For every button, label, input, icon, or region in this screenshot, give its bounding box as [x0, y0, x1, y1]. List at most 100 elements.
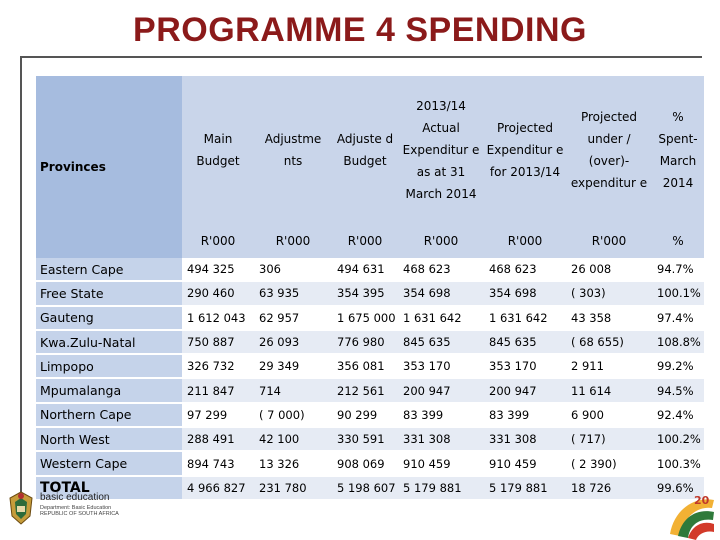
table-cell: 1 675 000	[332, 305, 398, 331]
table-row: Free State 290 460 63 935 354 395 354 698 354…	[36, 281, 704, 307]
table-cell: 714	[254, 378, 332, 404]
header-row: Provinces Main Budget Adjustme nts Adjus…	[36, 76, 704, 258]
table-cell: 1 631 642	[398, 305, 484, 331]
left-rule	[20, 56, 22, 516]
unit-cell: R'000	[254, 224, 332, 258]
table-cell: 83 399	[484, 402, 566, 429]
province-name: Northern Cape	[36, 402, 182, 429]
table-cell: 331 308	[398, 427, 484, 453]
anniversary-badge-icon: 20	[670, 494, 714, 540]
table-cell: 910 459	[398, 451, 484, 477]
table-row: Mpumalanga 211 847 714 212 561 200 947 200 94…	[36, 378, 704, 404]
coat-of-arms-icon	[9, 491, 33, 525]
table-cell: 90 299	[332, 402, 398, 429]
table-cell: 100.3%	[652, 451, 704, 477]
table-cell: ( 2 390)	[566, 451, 652, 477]
table-row: North West 288 491 42 100 330 591 331 308 331…	[36, 427, 704, 453]
table-cell: 26 093	[254, 329, 332, 356]
table-cell: 200 947	[484, 378, 566, 404]
table-cell: 845 635	[398, 329, 484, 356]
table-cell: 326 732	[182, 354, 254, 380]
table-cell: 354 698	[398, 281, 484, 307]
table-cell: 356 081	[332, 354, 398, 380]
unit-cell: R'000	[332, 224, 398, 258]
table-cell: ( 7 000)	[254, 402, 332, 429]
table-cell: 11 614	[566, 378, 652, 404]
table-cell: 43 358	[566, 305, 652, 331]
department-logo: basic education Department: Basic Educat…	[2, 490, 122, 536]
unit-cell: R'000	[566, 224, 652, 258]
table-row: Kwa.Zulu-Natal 750 887 26 093 776 980 845 63…	[36, 329, 704, 356]
province-name: Mpumalanga	[36, 378, 182, 404]
table-cell: 108.8%	[652, 329, 704, 356]
table-cell: 1 612 043	[182, 305, 254, 331]
table-cell: 231 780	[254, 475, 332, 501]
table-cell: 306	[254, 258, 332, 283]
logo-subtitle: Department: Basic Education REPUBLIC OF …	[40, 505, 119, 517]
table-cell: 331 308	[484, 427, 566, 453]
unit-cell: R'000	[484, 224, 566, 258]
table-cell: 97 299	[182, 402, 254, 429]
table-cell: 13 326	[254, 451, 332, 477]
page-title: PROGRAMME 4 SPENDING	[133, 11, 587, 49]
table-cell: 908 069	[332, 451, 398, 477]
table-cell: 5 179 881	[484, 475, 566, 501]
provinces-header: Provinces	[36, 76, 182, 258]
table-cell: 468 623	[484, 258, 566, 283]
table-cell: 92.4%	[652, 402, 704, 429]
table-cell: 910 459	[484, 451, 566, 477]
table-cell: 4 966 827	[182, 475, 254, 501]
table-cell: 330 591	[332, 427, 398, 453]
total-row: TOTAL 4 966 827 231 780 5 198 607 5 179 881 5…	[36, 475, 704, 501]
province-name: Eastern Cape	[36, 258, 182, 283]
table-cell: 1 631 642	[484, 305, 566, 331]
table-row: Gauteng 1 612 043 62 957 1 675 000 1 631 642…	[36, 305, 704, 331]
table-cell: 99.6%	[652, 475, 704, 501]
province-name: TOTAL	[36, 475, 182, 501]
province-name: Free State	[36, 281, 182, 307]
table-cell: 5 179 881	[398, 475, 484, 501]
svg-text:20: 20	[694, 494, 710, 507]
province-name: Limpopo	[36, 354, 182, 380]
table-cell: 494 631	[332, 258, 398, 283]
top-rule	[20, 56, 702, 58]
province-name: Western Cape	[36, 451, 182, 477]
table-cell: 354 395	[332, 281, 398, 307]
table-cell: 42 100	[254, 427, 332, 453]
table-row: Eastern Cape 494 325 306 494 631 468 623 468 …	[36, 258, 704, 283]
col-header-adjustments: Adjustme nts	[254, 76, 332, 224]
table-cell: 97.4%	[652, 305, 704, 331]
table-row: Limpopo 326 732 29 349 356 081 353 170 353 17…	[36, 354, 704, 380]
table-row: Western Cape 894 743 13 326 908 069 910 459 9…	[36, 451, 704, 477]
table-cell: 100.1%	[652, 281, 704, 307]
table-cell: ( 717)	[566, 427, 652, 453]
table-cell: 894 743	[182, 451, 254, 477]
unit-cell: %	[652, 224, 704, 258]
table-cell: 353 170	[484, 354, 566, 380]
year-label: 2013/14	[416, 99, 466, 113]
table-cell: 18 726	[566, 475, 652, 501]
table-cell: 211 847	[182, 378, 254, 404]
table-cell: 494 325	[182, 258, 254, 283]
table-cell: ( 68 655)	[566, 329, 652, 356]
col-header-percent-spent: % Spent- March 2014	[652, 76, 704, 224]
table-cell: 94.5%	[652, 378, 704, 404]
unit-cell: R'000	[398, 224, 484, 258]
unit-row: R'000 R'000 R'000 R'000 R'000 R'000 %	[36, 224, 704, 258]
spending-table: Provinces Main Budget Adjustme nts Adjus…	[36, 76, 704, 501]
unit-cell: R'000	[182, 224, 254, 258]
table-cell: 354 698	[484, 281, 566, 307]
table-cell: 776 980	[332, 329, 398, 356]
table-cell: 63 935	[254, 281, 332, 307]
table-cell: 200 947	[398, 378, 484, 404]
col-header-adjusted-budget: Adjuste d Budget	[332, 76, 398, 224]
table-cell: 353 170	[398, 354, 484, 380]
col-header-main-budget: Main Budget	[182, 76, 254, 224]
table-cell: 845 635	[484, 329, 566, 356]
col-header-actual-expenditure: 2013/14 Actual Expenditur e as at 31 Mar…	[398, 76, 484, 224]
table-cell: ( 303)	[566, 281, 652, 307]
table-cell: 26 008	[566, 258, 652, 283]
logo-title: basic education	[40, 492, 110, 503]
table-cell: 2 911	[566, 354, 652, 380]
province-name: Kwa.Zulu-Natal	[36, 329, 182, 356]
